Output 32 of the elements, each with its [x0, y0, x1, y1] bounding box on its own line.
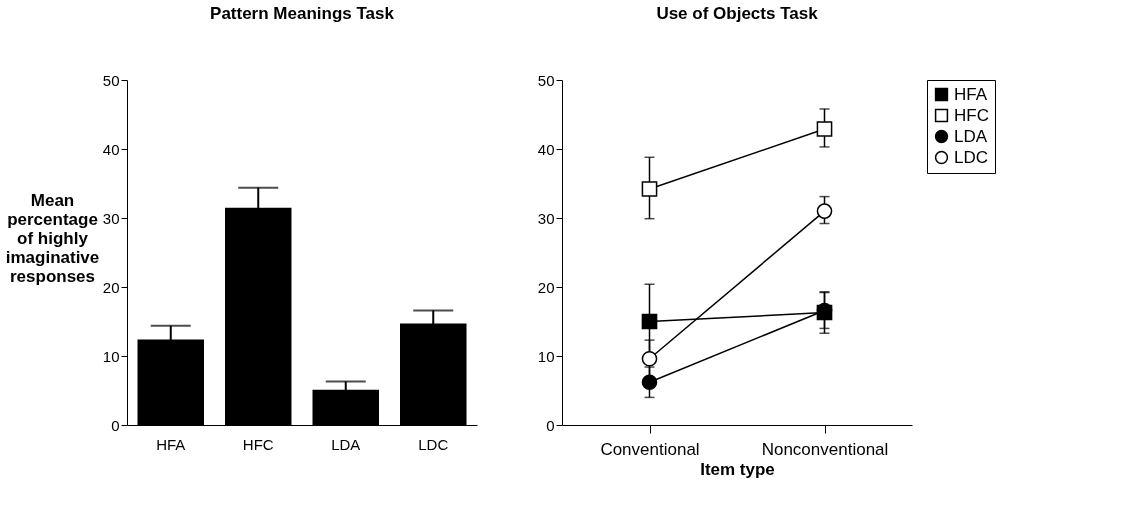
y-tick-label: 30: [102, 209, 120, 227]
legend-label: HFA: [954, 84, 988, 104]
y-axis-title: Mean percentage of highly imaginative responses: [5, 190, 100, 286]
x-tick-label: Conventional: [600, 439, 700, 459]
y-tick-label: 20: [102, 278, 120, 296]
x-tick-label: LDC: [418, 435, 449, 453]
y-tick-label: 20: [537, 278, 555, 296]
legend-label: HFC: [954, 105, 989, 125]
x-axis-title: Item type: [700, 459, 775, 479]
x-tick-label: Nonconventional: [761, 439, 889, 459]
x-tick-label: HFA: [156, 435, 186, 453]
y-tick-label: 50: [102, 71, 120, 89]
point: [816, 121, 833, 137]
x-tick-label: LDA: [331, 435, 361, 453]
y-tick-label: 50: [537, 71, 555, 89]
y-tick-label: 0: [546, 416, 555, 434]
y-tick-label: 30: [537, 209, 555, 227]
point: [641, 181, 658, 197]
x-tick-label: HFC: [242, 435, 274, 453]
chart-title: Use of Objects Task: [656, 4, 819, 23]
chart-title: Pattern Meanings Task: [210, 4, 395, 23]
point: [641, 350, 658, 367]
y-tick-label: 10: [537, 347, 555, 365]
legend-label: LDC: [954, 147, 989, 167]
y-tick-label: 0: [111, 416, 120, 434]
legend-label: LDA: [954, 126, 988, 146]
y-tick-label: 10: [102, 347, 120, 365]
point: [641, 313, 658, 330]
point: [641, 374, 658, 391]
point: [816, 203, 833, 219]
y-tick-label: 40: [537, 140, 555, 158]
y-tick-label: 40: [102, 140, 120, 158]
